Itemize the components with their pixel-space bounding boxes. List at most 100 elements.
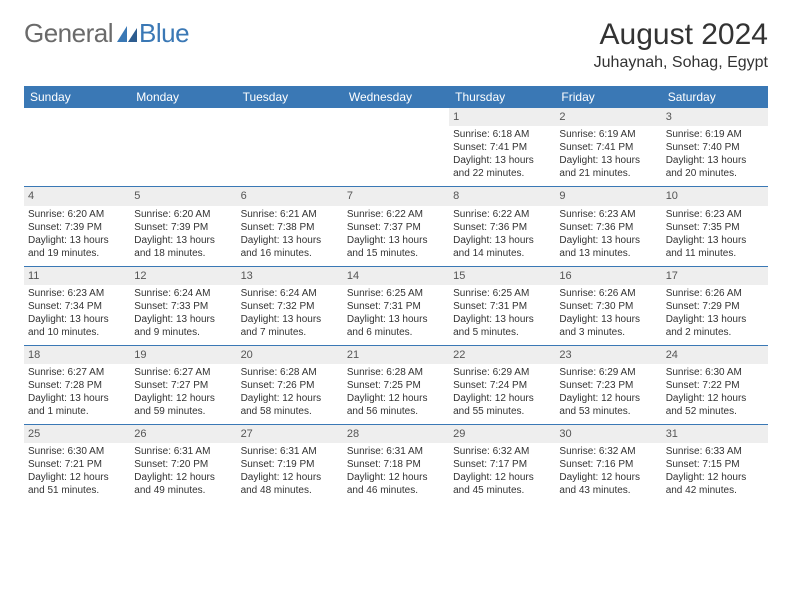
day-number: 23 — [555, 346, 661, 364]
calendar-day-cell: 13 Sunrise: 6:24 AM Sunset: 7:32 PM Dayli… — [237, 266, 343, 345]
day-details: Sunrise: 6:26 AM Sunset: 7:30 PM Dayligh… — [559, 287, 657, 339]
weekday-header: Tuesday — [237, 86, 343, 108]
day-details: Sunrise: 6:31 AM Sunset: 7:19 PM Dayligh… — [241, 445, 339, 497]
day-details: Sunrise: 6:20 AM Sunset: 7:39 PM Dayligh… — [28, 208, 126, 260]
weekday-header: Wednesday — [343, 86, 449, 108]
day-number: 7 — [343, 187, 449, 205]
day-details: Sunrise: 6:32 AM Sunset: 7:16 PM Dayligh… — [559, 445, 657, 497]
calendar-day-cell: 31 Sunrise: 6:33 AM Sunset: 7:15 PM Dayli… — [662, 425, 768, 504]
day-details: Sunrise: 6:25 AM Sunset: 7:31 PM Dayligh… — [453, 287, 551, 339]
calendar-day-cell: 4 Sunrise: 6:20 AM Sunset: 7:39 PM Daylig… — [24, 187, 130, 266]
day-number: 6 — [237, 187, 343, 205]
weekday-header-row: Sunday Monday Tuesday Wednesday Thursday… — [24, 86, 768, 108]
day-number: 5 — [130, 187, 236, 205]
day-details: Sunrise: 6:26 AM Sunset: 7:29 PM Dayligh… — [666, 287, 764, 339]
day-number: 22 — [449, 346, 555, 364]
day-details: Sunrise: 6:30 AM Sunset: 7:22 PM Dayligh… — [666, 366, 764, 418]
day-number: 1 — [449, 108, 555, 126]
calendar-day-cell: 11 Sunrise: 6:23 AM Sunset: 7:34 PM Dayli… — [24, 266, 130, 345]
calendar-day-cell: 23Sunrise: 6:29 AM Sunset: 7:23 PM Dayli… — [555, 345, 661, 424]
calendar-day-cell: 17 Sunrise: 6:26 AM Sunset: 7:29 PM Dayli… — [662, 266, 768, 345]
calendar-day-cell: 27 Sunrise: 6:31 AM Sunset: 7:19 PM Dayli… — [237, 425, 343, 504]
day-details: Sunrise: 6:29 AM Sunset: 7:24 PM Dayligh… — [453, 366, 551, 418]
calendar-week-row: 18Sunrise: 6:27 AM Sunset: 7:28 PM Dayli… — [24, 345, 768, 424]
calendar-week-row: 25 Sunrise: 6:30 AM Sunset: 7:21 PM Dayli… — [24, 425, 768, 504]
calendar-day-cell: 22 Sunrise: 6:29 AM Sunset: 7:24 PM Dayli… — [449, 345, 555, 424]
day-details: Sunrise: 6:33 AM Sunset: 7:15 PM Dayligh… — [666, 445, 764, 497]
day-number: 11 — [24, 267, 130, 285]
day-number: 9 — [555, 187, 661, 205]
calendar-day-cell: 9Sunrise: 6:23 AM Sunset: 7:36 PM Daylig… — [555, 187, 661, 266]
day-number: 8 — [449, 187, 555, 205]
day-details: Sunrise: 6:22 AM Sunset: 7:36 PM Dayligh… — [453, 208, 551, 260]
day-number: 19 — [130, 346, 236, 364]
day-number: 3 — [662, 108, 768, 126]
day-details: Sunrise: 6:27 AM Sunset: 7:27 PM Dayligh… — [134, 366, 232, 418]
calendar-week-row: 4Sunrise: 6:20 AM Sunset: 7:39 PM Daylig… — [24, 187, 768, 266]
calendar-day-cell: 26 Sunrise: 6:31 AM Sunset: 7:20 PM Dayli… — [130, 425, 236, 504]
day-number: 2 — [555, 108, 661, 126]
calendar-day-cell: 18Sunrise: 6:27 AM Sunset: 7:28 PM Dayli… — [24, 345, 130, 424]
day-number: 27 — [237, 425, 343, 443]
day-number: 29 — [449, 425, 555, 443]
day-details: Sunrise: 6:23 AM Sunset: 7:34 PM Dayligh… — [28, 287, 126, 339]
calendar-day-cell: 1 Sunrise: 6:18 AM Sunset: 7:41 PM Daylig… — [449, 108, 555, 187]
day-number: 12 — [130, 267, 236, 285]
weekday-header: Monday — [130, 86, 236, 108]
day-number: 20 — [237, 346, 343, 364]
calendar-day-cell: 2Sunrise: 6:19 AM Sunset: 7:41 PM Daylig… — [555, 108, 661, 187]
calendar-day-cell: 5 Sunrise: 6:20 AM Sunset: 7:39 PM Daylig… — [130, 187, 236, 266]
calendar-day-cell: 25 Sunrise: 6:30 AM Sunset: 7:21 PM Dayli… — [24, 425, 130, 504]
day-number: 30 — [555, 425, 661, 443]
day-details: Sunrise: 6:19 AM Sunset: 7:40 PM Dayligh… — [666, 128, 764, 180]
day-number: 21 — [343, 346, 449, 364]
day-details: Sunrise: 6:32 AM Sunset: 7:17 PM Dayligh… — [453, 445, 551, 497]
calendar-day-cell — [237, 108, 343, 187]
header: General Blue August 2024 Juhaynah, Sohag… — [24, 18, 768, 72]
day-number: 13 — [237, 267, 343, 285]
day-number: 25 — [24, 425, 130, 443]
day-number: 17 — [662, 267, 768, 285]
day-details: Sunrise: 6:24 AM Sunset: 7:32 PM Dayligh… — [241, 287, 339, 339]
weekday-header: Saturday — [662, 86, 768, 108]
day-details: Sunrise: 6:20 AM Sunset: 7:39 PM Dayligh… — [134, 208, 232, 260]
day-details: Sunrise: 6:24 AM Sunset: 7:33 PM Dayligh… — [134, 287, 232, 339]
calendar-day-cell — [24, 108, 130, 187]
logo: General Blue — [24, 18, 189, 49]
title-block: August 2024 Juhaynah, Sohag, Egypt — [594, 18, 768, 72]
calendar-day-cell: 30 Sunrise: 6:32 AM Sunset: 7:16 PM Dayli… — [555, 425, 661, 504]
day-number: 4 — [24, 187, 130, 205]
day-number: 16 — [555, 267, 661, 285]
day-number: 28 — [343, 425, 449, 443]
weekday-header: Thursday — [449, 86, 555, 108]
month-title: August 2024 — [594, 18, 768, 52]
day-details: Sunrise: 6:18 AM Sunset: 7:41 PM Dayligh… — [453, 128, 551, 180]
calendar-day-cell: 19 Sunrise: 6:27 AM Sunset: 7:27 PM Dayli… — [130, 345, 236, 424]
calendar-day-cell — [130, 108, 236, 187]
weekday-header: Friday — [555, 86, 661, 108]
weekday-header: Sunday — [24, 86, 130, 108]
day-details: Sunrise: 6:31 AM Sunset: 7:18 PM Dayligh… — [347, 445, 445, 497]
day-number: 14 — [343, 267, 449, 285]
calendar-day-cell — [343, 108, 449, 187]
calendar-day-cell: 7Sunrise: 6:22 AM Sunset: 7:37 PM Daylig… — [343, 187, 449, 266]
logo-text-blue: Blue — [139, 18, 189, 49]
day-number: 15 — [449, 267, 555, 285]
day-number: 26 — [130, 425, 236, 443]
day-details: Sunrise: 6:23 AM Sunset: 7:35 PM Dayligh… — [666, 208, 764, 260]
day-details: Sunrise: 6:30 AM Sunset: 7:21 PM Dayligh… — [28, 445, 126, 497]
calendar-week-row: 1 Sunrise: 6:18 AM Sunset: 7:41 PM Daylig… — [24, 108, 768, 187]
calendar-day-cell: 10Sunrise: 6:23 AM Sunset: 7:35 PM Dayli… — [662, 187, 768, 266]
logo-text-general: General — [24, 18, 113, 49]
calendar-day-cell: 15 Sunrise: 6:25 AM Sunset: 7:31 PM Dayli… — [449, 266, 555, 345]
day-details: Sunrise: 6:31 AM Sunset: 7:20 PM Dayligh… — [134, 445, 232, 497]
calendar-day-cell: 3 Sunrise: 6:19 AM Sunset: 7:40 PM Daylig… — [662, 108, 768, 187]
day-number: 31 — [662, 425, 768, 443]
calendar-day-cell: 14Sunrise: 6:25 AM Sunset: 7:31 PM Dayli… — [343, 266, 449, 345]
calendar-day-cell: 6Sunrise: 6:21 AM Sunset: 7:38 PM Daylig… — [237, 187, 343, 266]
day-details: Sunrise: 6:28 AM Sunset: 7:26 PM Dayligh… — [241, 366, 339, 418]
calendar-day-cell: 12 Sunrise: 6:24 AM Sunset: 7:33 PM Dayli… — [130, 266, 236, 345]
calendar-day-cell: 24Sunrise: 6:30 AM Sunset: 7:22 PM Dayli… — [662, 345, 768, 424]
calendar-day-cell: 16 Sunrise: 6:26 AM Sunset: 7:30 PM Dayli… — [555, 266, 661, 345]
location-subtitle: Juhaynah, Sohag, Egypt — [594, 54, 768, 72]
